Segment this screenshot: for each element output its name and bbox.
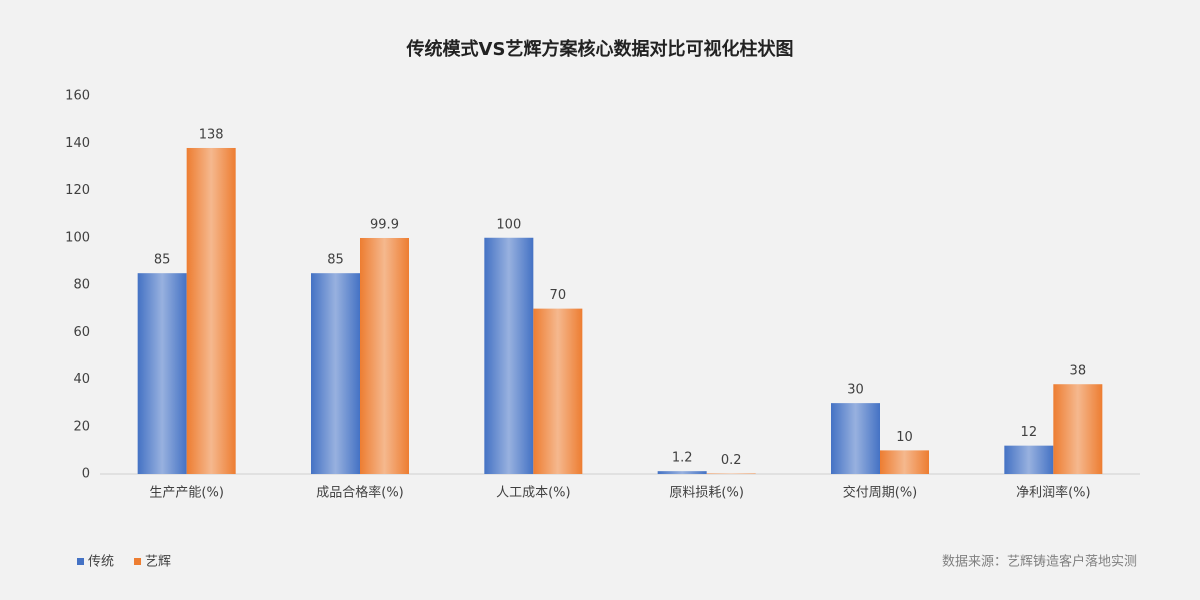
value-label: 138 xyxy=(199,127,224,142)
value-label: 85 xyxy=(327,253,344,268)
value-label: 38 xyxy=(1070,364,1087,379)
value-label: 85 xyxy=(154,253,171,268)
y-tick-label: 0 xyxy=(82,467,90,482)
bar xyxy=(360,237,409,474)
bar xyxy=(831,403,880,474)
value-label: 12 xyxy=(1021,425,1038,440)
x-tick-label: 成品合格率(%) xyxy=(316,485,404,501)
x-tick-label: 人工成本(%) xyxy=(496,486,571,501)
y-tick-label: 140 xyxy=(65,136,90,151)
bar xyxy=(311,273,360,474)
bar xyxy=(137,273,187,474)
x-tick-label: 净利润率(%) xyxy=(1016,485,1091,501)
bar xyxy=(533,308,583,474)
value-label: 99.9 xyxy=(370,217,399,232)
y-tick-label: 120 xyxy=(65,183,90,198)
bar xyxy=(484,237,534,474)
value-label: 30 xyxy=(847,383,864,398)
bar xyxy=(1004,445,1054,474)
bar xyxy=(1053,384,1103,474)
y-tick-label: 160 xyxy=(65,89,90,104)
chart-title: 传统模式VS艺辉方案核心数据对比可视化柱状图 xyxy=(406,38,794,60)
source-note: 数据来源：艺辉铸造客户落地实测 xyxy=(942,554,1137,570)
bar xyxy=(657,471,707,474)
value-label: 100 xyxy=(496,217,521,232)
x-tick-label: 生产产能(%) xyxy=(149,486,224,501)
value-label: 0.2 xyxy=(721,453,742,468)
legend-swatch xyxy=(77,558,84,565)
y-tick-label: 20 xyxy=(73,419,90,434)
value-label: 70 xyxy=(550,288,567,303)
value-label: 1.2 xyxy=(672,451,693,466)
bar xyxy=(880,450,929,474)
legend-swatch xyxy=(134,558,142,565)
y-tick-label: 40 xyxy=(73,372,90,387)
value-label: 10 xyxy=(896,430,913,445)
x-tick-label: 交付周期(%) xyxy=(843,485,918,501)
x-tick-label: 原料损耗(%) xyxy=(669,486,744,501)
y-tick-label: 100 xyxy=(65,230,90,245)
bar xyxy=(186,147,236,474)
y-tick-label: 60 xyxy=(73,325,90,340)
legend-label: 艺辉 xyxy=(145,555,171,570)
legend-label: 传统 xyxy=(88,555,114,570)
y-tick-label: 80 xyxy=(73,278,90,293)
